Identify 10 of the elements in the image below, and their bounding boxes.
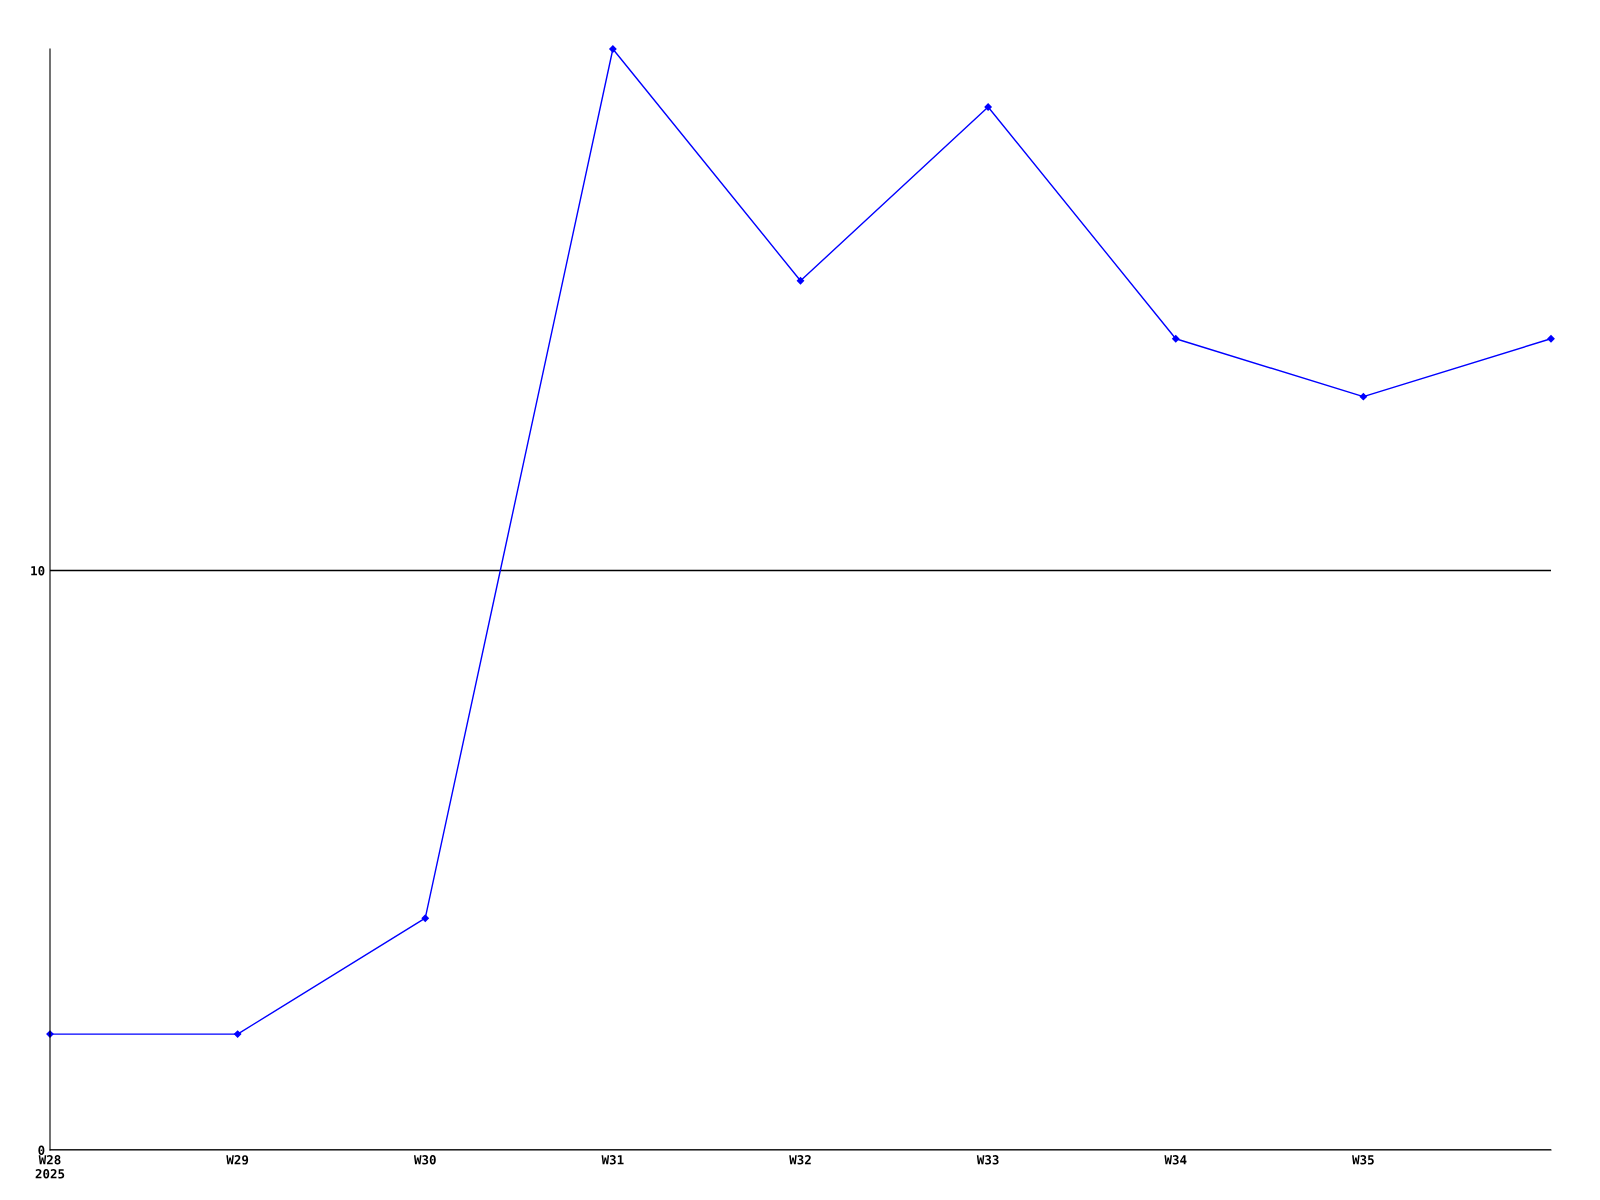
y-tick-label: 0 [38, 1145, 45, 1155]
x-tick-label: W32 [789, 1155, 811, 1165]
x-tick-label: W35 [1352, 1155, 1374, 1165]
x-tick-label: W30 [413, 1155, 436, 1165]
x-tick-label: W28 2025 [35, 1155, 65, 1179]
x-tick-label: W31 [601, 1155, 624, 1165]
x-tick-label: W29 [226, 1155, 249, 1165]
x-tick-label: W34 [1164, 1155, 1187, 1165]
y-tick-label: 10 [31, 566, 45, 576]
x-tick-label: W33 [976, 1155, 999, 1165]
